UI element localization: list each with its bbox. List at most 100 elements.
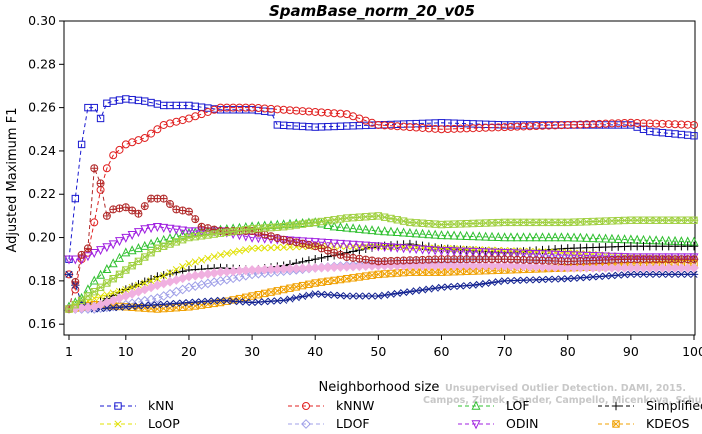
data-point-fastabod: [506, 261, 516, 271]
data-point-knnw: [412, 123, 421, 132]
x-tick-label: 1: [65, 344, 73, 359]
data-point-odin: [525, 249, 535, 259]
data-point-fastabod: [537, 262, 548, 272]
legend-marker-ldof: [301, 419, 311, 429]
data-point-lof: [436, 230, 446, 240]
series-inflo: [64, 212, 699, 313]
data-point-odin: [392, 243, 402, 253]
data-point-inflo: [519, 218, 528, 227]
data-point-loop: [128, 283, 136, 291]
data-point-cof: [386, 290, 396, 298]
data-point-lof: [178, 229, 188, 239]
data-point-simplifiedlof: [311, 255, 320, 264]
data-point-inflo: [115, 270, 124, 279]
series-line-loop: [68, 245, 695, 310]
data-point-odin: [449, 247, 459, 257]
data-point-fastabod: [499, 260, 510, 271]
data-point-lof: [418, 228, 428, 238]
data-point-lof: [102, 263, 112, 274]
data-point-knnw: [374, 120, 383, 129]
data-point-lof: [146, 238, 156, 248]
data-point-knnw: [607, 119, 616, 128]
data-point-knnw: [614, 119, 623, 128]
series-knn: [65, 95, 698, 263]
data-point-knnw: [683, 120, 692, 129]
data-point-ldf: [184, 207, 193, 216]
data-point-loop: [229, 248, 237, 256]
data-point-lof: [544, 232, 554, 242]
data-point-odin: [114, 237, 125, 247]
data-point-knnw: [595, 119, 604, 128]
data-point-odin: [544, 250, 554, 260]
data-point-inflo: [64, 305, 74, 313]
legend-label-knnw: kNNW: [336, 398, 374, 413]
data-point-lof: [184, 227, 194, 237]
data-point-ldf: [285, 237, 294, 246]
data-point-odin: [184, 227, 194, 237]
data-point-ldf: [361, 255, 370, 264]
x-axis-label: Neighborhood size: [319, 380, 440, 395]
data-point-odin: [146, 224, 156, 234]
data-point-loop: [97, 292, 105, 301]
series-odin: [64, 223, 699, 265]
data-point-odin: [455, 247, 465, 257]
data-point-odin: [613, 252, 623, 262]
data-point-inflo: [140, 253, 149, 261]
data-point-lof: [380, 226, 390, 236]
data-point-knnw: [109, 151, 118, 160]
data-point-knnw: [393, 122, 402, 131]
data-point-knnw: [386, 121, 395, 130]
data-point-knnw: [462, 124, 471, 133]
data-point-ldf: [83, 244, 92, 253]
data-point-lof: [367, 225, 377, 235]
data-point-lof: [493, 232, 503, 242]
data-point-cof: [292, 294, 301, 302]
data-point-inflo: [437, 220, 446, 229]
legend-entry-odin: ODIN: [458, 416, 539, 431]
y-tick-label: 0.20: [28, 230, 56, 245]
data-point-cof: [412, 287, 421, 295]
series-line-lof: [68, 221, 695, 308]
data-point-odin: [626, 253, 636, 263]
data-point-odin: [487, 248, 497, 258]
data-point-lof: [354, 223, 364, 233]
data-point-fastabod: [531, 261, 542, 272]
data-point-lof: [399, 227, 409, 237]
data-point-knnw: [601, 119, 610, 128]
data-point-lof: [348, 223, 358, 233]
data-point-odin: [178, 226, 188, 236]
data-point-inflo: [689, 216, 699, 224]
data-point-fastabod: [562, 262, 573, 273]
data-point-ldf: [298, 239, 307, 248]
legend-label-kdeos: KDEOS: [646, 416, 690, 431]
series-fastabod: [64, 260, 699, 314]
x-tick-label: 70: [497, 344, 513, 359]
data-point-knnw: [475, 123, 484, 132]
data-point-odin: [342, 240, 352, 250]
data-point-knnw: [405, 123, 414, 132]
data-point-odin: [310, 238, 320, 248]
data-point-knnw: [241, 103, 250, 112]
data-point-knnw: [456, 124, 465, 133]
data-point-odin: [348, 240, 358, 250]
data-point-knnw: [626, 118, 635, 127]
data-point-lof: [487, 231, 497, 241]
data-point-loop: [134, 281, 142, 289]
data-point-inflo: [146, 249, 156, 257]
data-point-ldf: [172, 205, 181, 214]
data-point-loop: [147, 277, 155, 285]
data-point-odin: [556, 250, 566, 260]
data-point-lof: [531, 232, 541, 242]
data-point-lof: [481, 231, 491, 241]
data-point-odin: [405, 244, 415, 254]
series-cof: [64, 270, 699, 313]
data-point-odin: [569, 251, 579, 261]
data-point-knnw: [90, 218, 99, 227]
data-point-odin: [102, 243, 112, 253]
legend-entry-kdeos: KDEOS: [598, 416, 690, 431]
data-point-knnw: [443, 125, 452, 134]
data-point-lof: [392, 227, 402, 237]
data-point-cof: [374, 292, 383, 300]
data-point-lof: [607, 233, 617, 243]
data-point-lof: [575, 232, 585, 242]
